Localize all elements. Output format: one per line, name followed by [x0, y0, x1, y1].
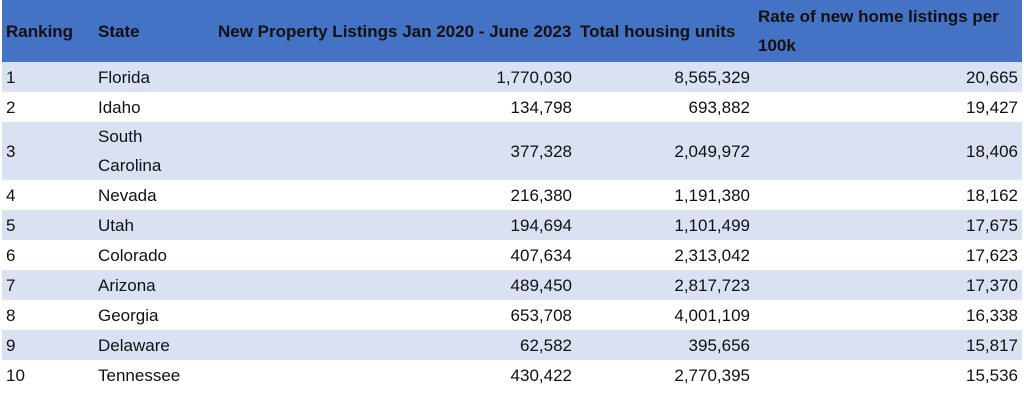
- header-cell: New Property Listings Jan 2020 - June 20…: [214, 0, 576, 62]
- table-cell: 8: [6, 305, 16, 325]
- table-row: 1 Florida 1,770,030 8,565,329 20,665: [2, 62, 1022, 92]
- table-cell: 62,582: [214, 330, 576, 360]
- table-cell: 194,694: [214, 210, 576, 240]
- table-cell: 377,328: [214, 122, 576, 180]
- table-cell: Idaho: [98, 97, 141, 117]
- table-cell: Utah: [94, 210, 214, 240]
- table-row: 9 Delaware 62,582 395,656 15,817: [2, 330, 1022, 360]
- table-row: 8 Georgia 653,708 4,001,109 16,338: [2, 300, 1022, 330]
- table-cell: 4,001,109: [674, 305, 750, 325]
- table-cell: 3: [2, 122, 94, 180]
- table-cell: 2,049,972: [576, 122, 754, 180]
- header-cell: Total housing units: [576, 0, 754, 62]
- table-cell: 430,422: [510, 365, 572, 385]
- header-cell: Rate of new home listings per 100k: [754, 0, 1022, 62]
- table-cell: 693,882: [688, 97, 750, 117]
- table-row: 3 South Carolina 377,328 2,049,972 18,406: [2, 122, 1022, 180]
- header-cell: State: [94, 0, 214, 62]
- table-cell: 17,675: [754, 210, 1022, 240]
- table-cell: 2: [6, 97, 16, 117]
- table-cell: Tennessee: [98, 365, 181, 385]
- table-cell: Colorado: [98, 245, 167, 265]
- table-cell: 9: [2, 330, 94, 360]
- table-cell: 216,380: [510, 185, 572, 205]
- table-row: 6 Colorado 407,634 2,313,042 17,623: [2, 240, 1022, 270]
- table-row: 10 Tennessee 430,422 2,770,395 15,536: [2, 360, 1022, 390]
- table-cell: 10: [6, 365, 25, 385]
- table-cell: 134,798: [510, 97, 572, 117]
- table-cell: 19,427: [966, 97, 1018, 117]
- table-cell: Nevada: [98, 185, 157, 205]
- table-cell: 20,665: [754, 62, 1022, 92]
- table-cell: 15,536: [966, 365, 1018, 385]
- table-row: 7 Arizona 489,450 2,817,723 17,370: [2, 270, 1022, 300]
- table-cell: 17,370: [754, 270, 1022, 300]
- table-cell: 1,191,380: [674, 185, 750, 205]
- table-cell: 489,450: [214, 270, 576, 300]
- table-cell: Georgia: [98, 305, 159, 325]
- table-cell: 8,565,329: [576, 62, 754, 92]
- table-row: 2 Idaho 134,798 693,882 19,427: [2, 92, 1022, 122]
- table-body: 1 Florida 1,770,030 8,565,329 20,665 2 Idaho 13…: [2, 62, 1022, 390]
- table-cell: 16,338: [966, 305, 1018, 325]
- table-cell: Delaware: [94, 330, 214, 360]
- table-cell: 7: [2, 270, 94, 300]
- table-cell: 2,313,042: [674, 245, 750, 265]
- table-cell: Arizona: [94, 270, 214, 300]
- header-row: Ranking State New Property Listings Jan 20…: [2, 0, 1022, 62]
- table-cell: 18,406: [754, 122, 1022, 180]
- table-row: 5 Utah 194,694 1,101,499 17,675: [2, 210, 1022, 240]
- table-cell: 653,708: [510, 305, 572, 325]
- header-cell: Ranking: [2, 0, 94, 62]
- table-cell: Florida: [94, 62, 214, 92]
- table-cell: 4: [6, 185, 16, 205]
- table-cell: 18,162: [966, 185, 1018, 205]
- table-cell: 2,770,395: [674, 365, 750, 385]
- table-cell: 1,101,499: [576, 210, 754, 240]
- table-cell: 5: [2, 210, 94, 240]
- listings-table: Ranking State New Property Listings Jan 20…: [2, 0, 1022, 390]
- table-cell: 1: [2, 62, 94, 92]
- table-cell: 1,770,030: [214, 62, 576, 92]
- table-cell: 15,817: [754, 330, 1022, 360]
- table-cell: 395,656: [576, 330, 754, 360]
- table-cell: 2,817,723: [576, 270, 754, 300]
- table-cell: 17,623: [966, 245, 1018, 265]
- table-cell: South Carolina: [94, 122, 214, 180]
- table-cell: 407,634: [510, 245, 572, 265]
- table-cell: 6: [6, 245, 16, 265]
- table-row: 4 Nevada 216,380 1,191,380 18,162: [2, 180, 1022, 210]
